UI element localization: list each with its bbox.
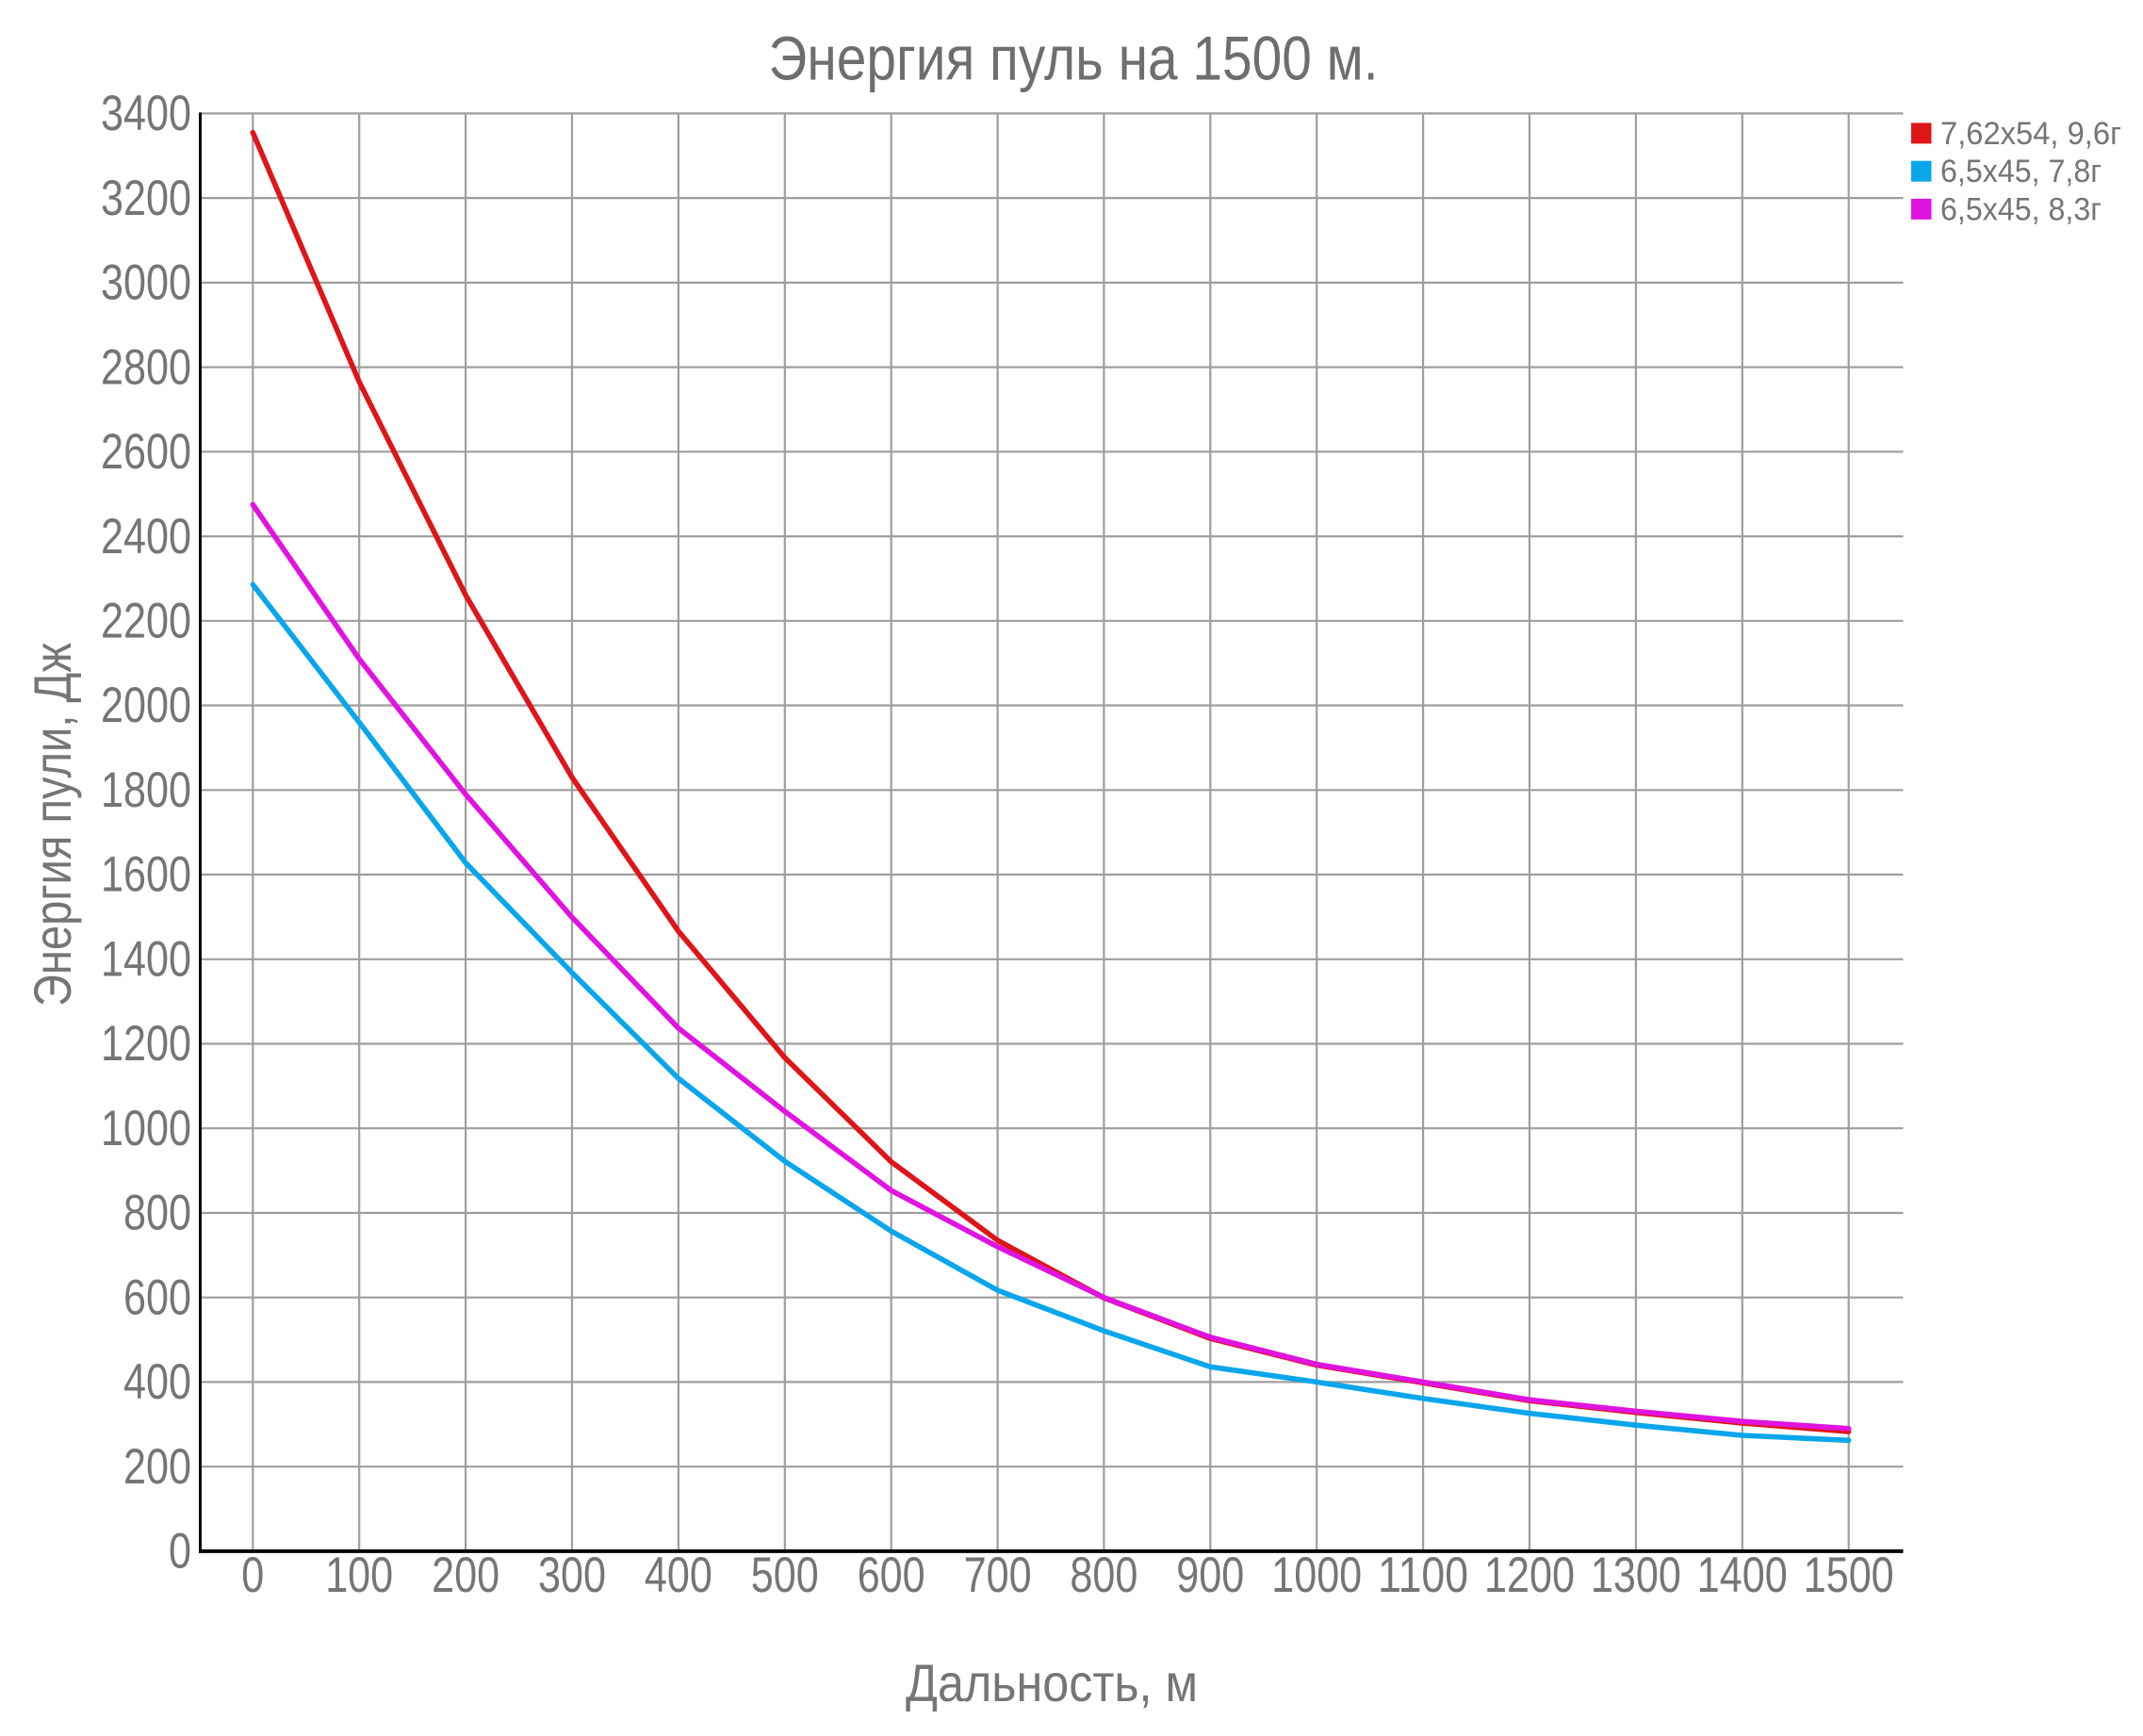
svg-text:6,5x45, 8,3г: 6,5x45, 8,3г [1940,191,2102,227]
svg-text:1800: 1800 [101,762,191,818]
svg-text:200: 200 [123,1439,191,1495]
svg-text:1400: 1400 [1697,1548,1788,1603]
svg-text:Дальность, м: Дальность, м [906,1653,1198,1712]
svg-text:1100: 1100 [1378,1548,1468,1603]
svg-text:2400: 2400 [101,509,191,565]
svg-text:2200: 2200 [101,594,191,649]
svg-text:3000: 3000 [101,255,191,311]
svg-text:0: 0 [169,1524,191,1580]
svg-text:1000: 1000 [101,1101,191,1156]
svg-text:400: 400 [123,1354,191,1410]
svg-text:1000: 1000 [1271,1548,1362,1603]
svg-text:1200: 1200 [101,1016,191,1072]
svg-text:3400: 3400 [101,86,191,141]
svg-text:300: 300 [538,1548,606,1603]
svg-text:6,5x45, 7,8г: 6,5x45, 7,8г [1940,154,2102,189]
svg-text:1200: 1200 [1484,1548,1575,1603]
svg-text:100: 100 [325,1548,393,1603]
svg-text:1500: 1500 [1804,1548,1894,1603]
svg-text:0: 0 [241,1548,264,1603]
svg-text:7,62x54, 9,6г: 7,62x54, 9,6г [1940,116,2121,152]
svg-text:3200: 3200 [101,171,191,226]
svg-text:800: 800 [1070,1548,1137,1603]
svg-text:600: 600 [858,1548,925,1603]
svg-text:1300: 1300 [1591,1548,1681,1603]
svg-text:700: 700 [964,1548,1032,1603]
svg-text:2000: 2000 [101,678,191,733]
svg-text:1600: 1600 [101,847,191,903]
svg-text:900: 900 [1176,1548,1244,1603]
svg-text:400: 400 [645,1548,712,1603]
svg-text:1400: 1400 [101,932,191,988]
svg-text:Энергия пули, Дж: Энергия пули, Дж [23,643,82,1007]
svg-text:200: 200 [432,1548,499,1603]
svg-text:600: 600 [123,1269,191,1325]
svg-text:2600: 2600 [101,424,191,480]
svg-text:Энергия пуль на 1500 м.: Энергия пуль на 1500 м. [769,23,1379,92]
svg-text:2800: 2800 [101,339,191,395]
svg-text:500: 500 [751,1548,819,1603]
svg-text:800: 800 [123,1186,191,1241]
